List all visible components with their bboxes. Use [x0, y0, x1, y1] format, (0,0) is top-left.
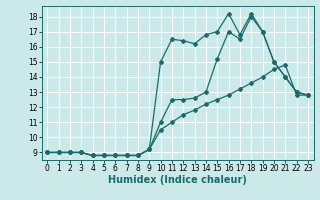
- X-axis label: Humidex (Indice chaleur): Humidex (Indice chaleur): [108, 175, 247, 185]
